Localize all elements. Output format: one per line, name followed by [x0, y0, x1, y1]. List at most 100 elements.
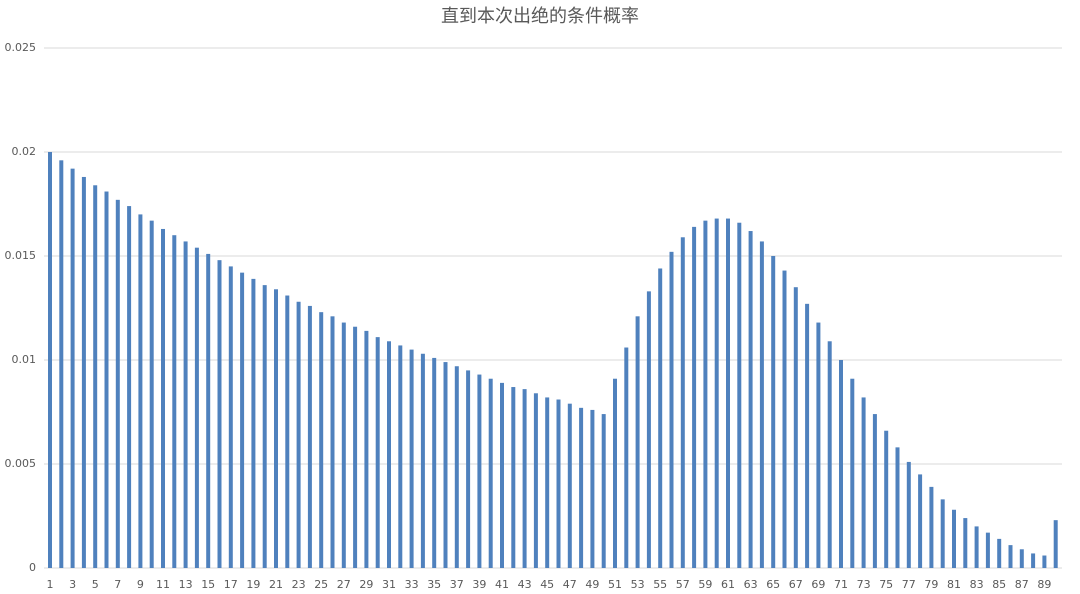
- x-tick-label: 87: [1015, 578, 1029, 591]
- x-tick-label: 23: [292, 578, 306, 591]
- bar: [466, 370, 471, 568]
- x-tick-label: 43: [518, 578, 532, 591]
- bar: [884, 430, 889, 568]
- bar: [1019, 549, 1024, 568]
- bar: [545, 397, 550, 568]
- bar: [296, 301, 301, 568]
- x-tick-label: 83: [970, 578, 984, 591]
- bar: [759, 241, 764, 568]
- bar: [48, 152, 52, 568]
- bar: [872, 414, 877, 568]
- bar: [488, 378, 493, 568]
- bar: [330, 316, 335, 568]
- bar: [646, 291, 651, 568]
- bar: [726, 218, 730, 568]
- x-tick-label: 49: [585, 578, 599, 591]
- x-tick-label: 19: [246, 578, 260, 591]
- bar: [319, 312, 324, 568]
- bar: [816, 322, 821, 568]
- bar: [161, 228, 165, 568]
- x-tick-label: 63: [744, 578, 758, 591]
- x-tick-label: 31: [382, 578, 396, 591]
- x-tick-label: 13: [179, 578, 193, 591]
- bar: [782, 270, 787, 568]
- x-tick-label: 1: [47, 578, 54, 591]
- bar: [341, 322, 346, 568]
- bar: [398, 345, 403, 568]
- x-tick-label: 3: [69, 578, 76, 591]
- x-tick-label: 73: [857, 578, 871, 591]
- bar: [590, 409, 595, 568]
- bar: [714, 218, 719, 568]
- bar: [387, 341, 391, 568]
- bar: [59, 160, 64, 568]
- bar: [115, 199, 120, 568]
- bar: [127, 206, 132, 568]
- bar: [635, 316, 640, 568]
- bar: [669, 251, 674, 568]
- bar: [658, 268, 663, 568]
- bar: [240, 272, 245, 568]
- bar: [251, 278, 256, 568]
- bar: [624, 347, 629, 568]
- bar: [81, 176, 86, 568]
- bar: [262, 285, 267, 568]
- y-tick-label: 0.015: [5, 249, 37, 262]
- bar: [748, 231, 753, 569]
- bar: [929, 486, 934, 568]
- bar: [420, 353, 425, 568]
- bar: [443, 362, 448, 568]
- x-tick-label: 69: [811, 578, 825, 591]
- bar: [93, 185, 98, 568]
- x-tick-label: 81: [947, 578, 961, 591]
- bar: [533, 393, 538, 568]
- x-tick-label: 47: [563, 578, 577, 591]
- bar: [364, 330, 369, 568]
- bar: [793, 287, 798, 568]
- bar: [556, 399, 561, 568]
- bar: [567, 403, 572, 568]
- x-tick-label: 71: [834, 578, 848, 591]
- x-tick-label: 7: [114, 578, 121, 591]
- x-tick-label: 51: [608, 578, 622, 591]
- bar: [206, 253, 211, 569]
- x-tick-label: 41: [495, 578, 509, 591]
- bar: [1053, 520, 1058, 568]
- x-tick-label: 75: [879, 578, 893, 591]
- x-tick-label: 9: [137, 578, 144, 591]
- x-tick-label: 15: [201, 578, 215, 591]
- x-tick-label: 77: [902, 578, 916, 591]
- bar: [307, 305, 312, 568]
- bar: [454, 366, 459, 568]
- bar: [511, 387, 516, 568]
- x-tick-label: 65: [766, 578, 780, 591]
- bar: [432, 357, 437, 568]
- bar: [737, 222, 742, 568]
- bar: [952, 509, 956, 568]
- bar: [997, 538, 1002, 568]
- bar: [827, 341, 832, 568]
- bar: [149, 220, 154, 568]
- x-tick-label: 27: [337, 578, 351, 591]
- bar: [104, 191, 109, 568]
- bar: [228, 266, 233, 568]
- y-tick-label: 0.02: [12, 145, 37, 158]
- x-tick-label: 59: [698, 578, 712, 591]
- bar: [172, 235, 177, 568]
- bar: [703, 220, 708, 568]
- bar: [353, 326, 358, 568]
- bar: [1008, 545, 1013, 568]
- x-tick-label: 79: [924, 578, 938, 591]
- bar: [805, 303, 810, 568]
- x-tick-label: 5: [92, 578, 99, 591]
- y-tick-label: 0.01: [12, 353, 37, 366]
- bar: [500, 382, 504, 568]
- x-tick-label: 53: [631, 578, 645, 591]
- x-tick-label: 45: [540, 578, 554, 591]
- bar: [375, 337, 380, 568]
- x-tick-label: 11: [156, 578, 170, 591]
- y-tick-label: 0: [29, 561, 36, 574]
- bar: [217, 260, 222, 568]
- x-tick-label: 85: [992, 578, 1006, 591]
- bar: [477, 374, 482, 568]
